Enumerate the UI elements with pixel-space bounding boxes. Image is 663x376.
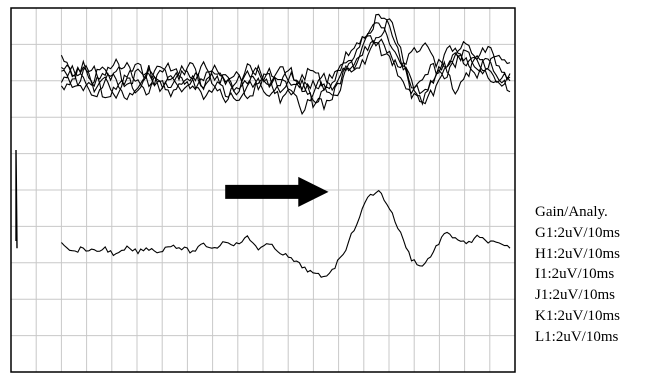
trace-line-5 [60, 13, 511, 102]
legend-item-h1: H1:2uV/10ms [535, 245, 621, 262]
plot-frame [10, 7, 516, 373]
legend-item-i1: I1:2uV/10ms [535, 266, 615, 283]
annotation-group [225, 176, 329, 207]
gain-legend: Gain/Analy. G1:2uV/10ms H1:2uV/10ms I1:2… [535, 202, 661, 348]
grid-lines [11, 8, 515, 372]
trace-line-6 [60, 189, 511, 278]
legend-item-l1: L1:2uV/10ms [535, 328, 619, 345]
legend-item-k1: K1:2uV/10ms [535, 307, 621, 324]
trace-group [15, 13, 511, 278]
trace-line-4 [61, 38, 511, 112]
arrow-annotation [225, 176, 329, 207]
legend-item-j1: J1:2uV/10ms [535, 287, 616, 304]
trace-line-2 [60, 22, 511, 116]
stimulus-artifact [15, 149, 18, 249]
legend-item-g1: G1:2uV/10ms [535, 224, 621, 241]
trace-line-3 [61, 35, 511, 109]
legend-title: Gain/Analy. [535, 204, 608, 220]
